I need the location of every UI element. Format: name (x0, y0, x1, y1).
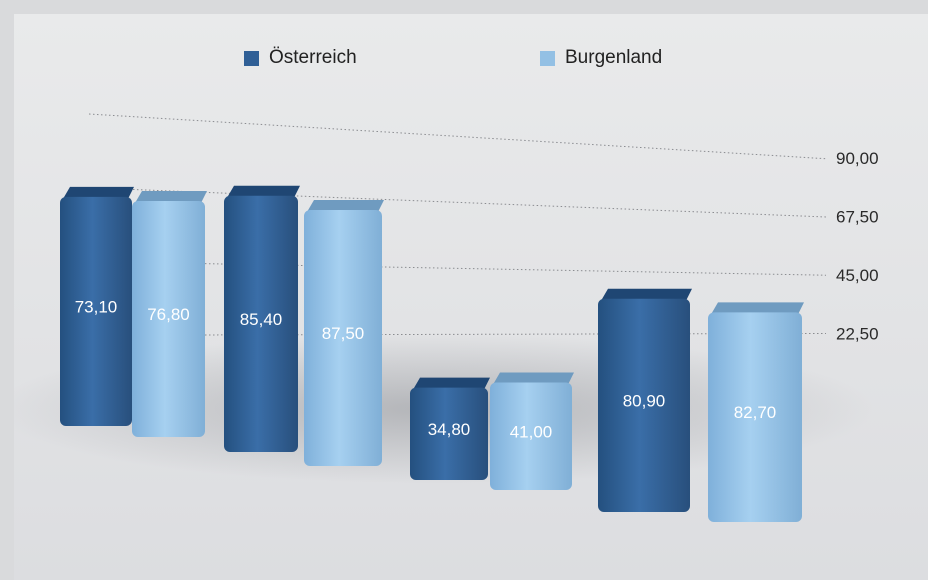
bar-oesterreich (224, 195, 298, 453)
y-tick-label: 45,00 (836, 266, 879, 285)
gridline (88, 187, 827, 218)
bar-value-label: 85,40 (240, 310, 283, 329)
bar-burgenland (490, 382, 572, 490)
gridline (88, 113, 827, 160)
bar-oesterreich (60, 196, 132, 426)
bar-burgenland (304, 209, 382, 466)
bar-value-label: 34,80 (428, 420, 471, 439)
y-tick-label: 90,00 (836, 149, 879, 168)
legend-swatch-burgenland (540, 50, 555, 66)
bar-top (307, 199, 384, 212)
bar-value-label: 76,80 (147, 305, 190, 324)
bar-burgenland (708, 312, 802, 522)
y-tick-label: 67,50 (836, 208, 879, 227)
y-tick-label: 22,50 (836, 325, 879, 344)
bar-top (413, 377, 490, 390)
bar-value-label: 82,70 (734, 403, 777, 422)
legend-swatch-oesterreich (244, 50, 259, 66)
bar-top (493, 372, 574, 385)
bar-top (601, 288, 692, 301)
legend-item-oesterreich: Österreich (244, 47, 357, 69)
legend-label-oesterreich: Österreich (269, 47, 357, 68)
chart-panel: Österreich Burgenland 90,00 67,50 45,00 22,… (14, 14, 928, 580)
bar-oesterreich (410, 387, 488, 480)
bar-burgenland (132, 200, 205, 437)
bar-top (135, 190, 207, 203)
bar-top (711, 302, 804, 315)
bar-oesterreich (598, 298, 690, 512)
bar-value-label: 41,00 (510, 422, 553, 441)
gridline (88, 261, 827, 276)
bar-value-label: 80,90 (623, 391, 666, 410)
bar-top (63, 186, 134, 199)
bar-value-label: 73,10 (75, 297, 118, 316)
legend-item-burgenland: Burgenland (540, 47, 662, 69)
bar-value-label: 87,50 (322, 324, 365, 343)
bar-chart: 90,00 67,50 45,00 22,50 73,10 76,80 85,40 87,50… (14, 113, 879, 522)
legend-label-burgenland: Burgenland (565, 47, 663, 68)
bar-top (227, 185, 300, 198)
gridline (88, 332, 827, 336)
